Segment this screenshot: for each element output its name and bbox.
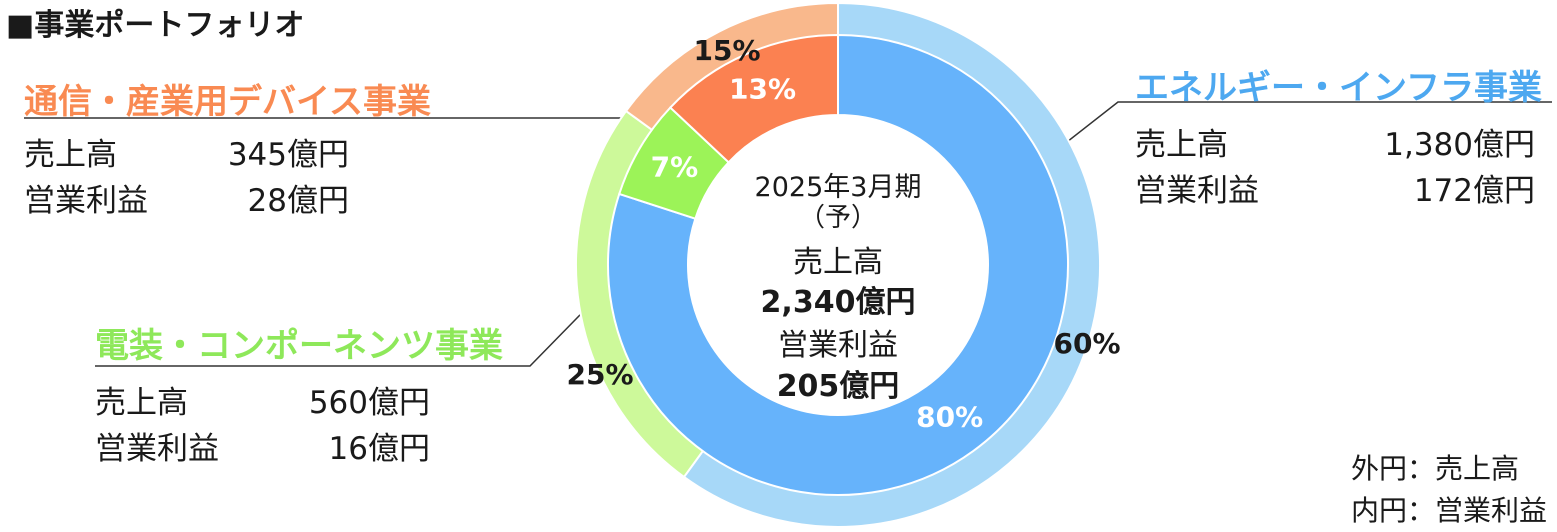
segment-components-name: 電装・コンポーネンツ事業 xyxy=(95,326,503,366)
chart-title: ■事業ポートフォリオ xyxy=(6,8,305,43)
center-period: 2025年3月期 xyxy=(755,172,922,203)
segment-devices-figures: 売上高 345億円 営業利益 28億円 xyxy=(24,132,349,224)
inner-pct-label-energy: 80% xyxy=(916,401,983,434)
devices-sales-label: 売上高 xyxy=(24,137,117,173)
inner-pct-label-devices: 13% xyxy=(729,73,796,106)
inner-pct-label-components: 7% xyxy=(651,150,699,183)
energy-sales-label: 売上高 xyxy=(1135,127,1228,163)
ring-legend: 外円：売上高 内円：営業利益 xyxy=(1351,448,1547,532)
components-sales-label: 売上高 xyxy=(95,385,188,421)
percentage-labels: 80% 7% 13% 60% 25% 15% xyxy=(566,34,1120,434)
components-sales-value: 560億円 xyxy=(308,385,430,421)
segment-components-figures: 売上高 560億円 営業利益 16億円 xyxy=(95,380,430,472)
segment-energy-figures: 売上高 1,380億円 営業利益 172億円 xyxy=(1135,122,1535,214)
outer-pct-label-devices: 15% xyxy=(693,34,760,67)
legend-outer: 外円：売上高 xyxy=(1350,452,1519,485)
devices-sales-value: 345億円 xyxy=(227,137,349,173)
energy-sales-value: 1,380億円 xyxy=(1384,127,1535,163)
center-sales-label: 売上高 xyxy=(793,245,883,280)
devices-profit-value: 28億円 xyxy=(247,183,349,219)
components-profit-label: 営業利益 xyxy=(95,431,219,467)
center-sales-value: 2,340億円 xyxy=(761,285,916,320)
legend-inner: 内円：営業利益 xyxy=(1350,494,1547,527)
segment-devices-name: 通信・産業用デバイス事業 xyxy=(24,82,431,122)
outer-pct-label-components: 25% xyxy=(566,358,633,391)
inner-slice-devices xyxy=(668,33,839,164)
energy-profit-label: 営業利益 xyxy=(1135,173,1259,209)
center-forecast: （予） xyxy=(799,203,877,233)
center-profit-label: 営業利益 xyxy=(778,328,898,363)
energy-profit-value: 172億円 xyxy=(1413,173,1535,209)
segment-energy-name: エネルギー・インフラ事業 xyxy=(1135,68,1542,108)
devices-profit-label: 営業利益 xyxy=(24,183,148,219)
outer-pct-label-energy: 60% xyxy=(1053,327,1120,360)
chart-center-summary: 2025年3月期 （予） 売上高 2,340億円 営業利益 205億円 xyxy=(755,172,922,404)
components-profit-value: 16億円 xyxy=(328,431,430,467)
center-profit-value: 205億円 xyxy=(777,369,900,404)
inner-slice-energy xyxy=(607,33,1069,496)
inner-ring-profit xyxy=(607,33,1069,496)
